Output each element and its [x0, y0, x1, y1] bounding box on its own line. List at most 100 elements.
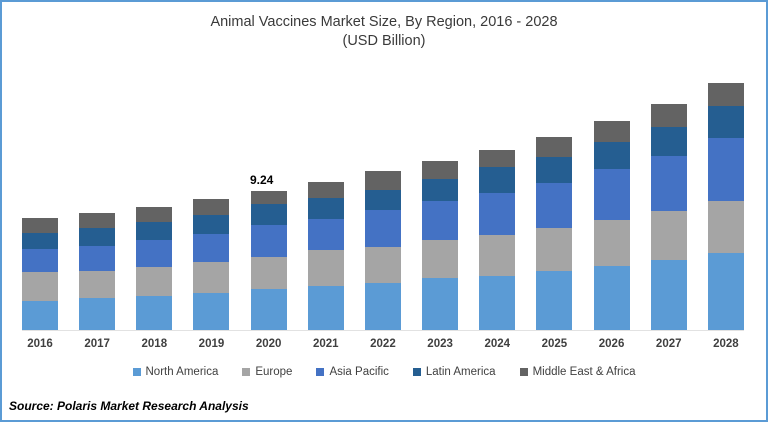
- bar-2016: [22, 218, 58, 330]
- bar-segment-europe: [479, 235, 516, 276]
- legend-item-middle-east-africa: Middle East & Africa: [519, 366, 636, 378]
- bar-segment-europe: [136, 267, 173, 297]
- bar-2018: [136, 206, 173, 330]
- bar-segment-north-america: [250, 288, 287, 330]
- bar-segment-asia-pacific: [22, 248, 58, 273]
- bar-segment-europe: [593, 220, 630, 267]
- bar-segment-latin-america: [307, 197, 344, 220]
- x-axis-label-2017: 2017: [84, 338, 110, 350]
- x-axis-label-2025: 2025: [541, 338, 568, 350]
- bar-segment-europe: [22, 272, 58, 301]
- bar-segment-latin-america: [536, 157, 573, 183]
- x-axis-label-2022: 2022: [370, 338, 396, 350]
- legend-label-asia-pacific: Asia Pacific: [329, 366, 389, 378]
- x-axis-label-2020: 2020: [255, 338, 282, 350]
- x-axis-labels: 2016 2017 2018 2019 2020 2021 2022 2023 2024 2025…: [22, 338, 744, 350]
- legend-label-middle-east-africa: Middle East & Africa: [532, 366, 636, 378]
- bar-segment-asia-pacific: [193, 234, 230, 263]
- bar-segment-asia-pacific: [707, 138, 744, 201]
- bar-segment-asia-pacific: [250, 225, 287, 258]
- bar-2022: [364, 171, 401, 330]
- bar-segment-north-america: [479, 275, 516, 330]
- bar-2020: 9.24: [250, 173, 287, 330]
- legend-label-europe: Europe: [255, 366, 293, 378]
- plot-area: 9.24: [22, 77, 744, 331]
- bar-segment-latin-america: [422, 178, 459, 202]
- bar-2027: [650, 103, 687, 330]
- bar-segment-asia-pacific: [136, 240, 173, 268]
- bar-segment-middle-east-africa: [650, 103, 687, 127]
- x-axis-label-2018: 2018: [141, 338, 168, 350]
- bar-2021: [307, 182, 344, 330]
- bar-segment-middle-east-africa: [364, 171, 401, 191]
- x-axis-label-2024: 2024: [484, 338, 511, 350]
- legend-label-north-america: North America: [145, 366, 219, 378]
- bar-2019: [193, 199, 230, 330]
- bar-segment-north-america: [593, 266, 630, 330]
- bar-segment-north-america: [536, 271, 573, 330]
- legend-marker-asia-pacific-icon: [316, 368, 325, 376]
- bar-segment-latin-america: [707, 105, 744, 139]
- chart-title: Animal Vaccines Market Size, By Region, …: [210, 14, 558, 30]
- x-axis-label-2027: 2027: [655, 338, 682, 350]
- bar-segment-north-america: [422, 278, 459, 330]
- bar-segment-europe: [536, 228, 573, 272]
- chart-subtitle: (USD Billion): [342, 33, 426, 49]
- bar-2023: [422, 160, 459, 330]
- bar-segment-europe: [307, 250, 344, 287]
- bar-segment-asia-pacific: [307, 219, 344, 251]
- bar-segment-europe: [707, 200, 744, 254]
- bar-2026: [593, 121, 630, 330]
- bar-segment-asia-pacific: [422, 201, 459, 241]
- x-axis-label-2026: 2026: [598, 338, 625, 350]
- bar-segment-middle-east-africa: [593, 121, 630, 142]
- bar-segment-middle-east-africa: [250, 190, 287, 205]
- bar-segment-europe: [193, 262, 230, 294]
- bar-segment-middle-east-africa: [79, 212, 116, 229]
- bar-segment-asia-pacific: [593, 169, 630, 221]
- bar-segment-latin-america: [593, 141, 630, 170]
- bar-segment-north-america: [650, 260, 687, 330]
- bar-segment-asia-pacific: [650, 155, 687, 211]
- x-axis-label-2028: 2028: [713, 338, 739, 350]
- legend-item-asia-pacific: Asia Pacific: [316, 366, 389, 378]
- bar-segment-middle-east-africa: [22, 218, 58, 233]
- bar-segment-latin-america: [79, 228, 116, 247]
- bar-segment-europe: [79, 270, 116, 298]
- bar-segment-latin-america: [193, 214, 230, 235]
- bar-segment-europe: [364, 247, 401, 283]
- bar-segment-north-america: [707, 253, 744, 330]
- bar-segment-north-america: [193, 293, 230, 330]
- bar-segment-asia-pacific: [79, 246, 116, 271]
- x-axis-label-2019: 2019: [198, 338, 225, 350]
- bar-segment-europe: [422, 240, 459, 279]
- chart-title-block: Animal Vaccines Market Size, By Region, …: [2, 12, 766, 51]
- bar-segment-latin-america: [22, 232, 58, 249]
- x-axis-label-2016: 2016: [27, 338, 53, 350]
- data-label-2020: 9.24: [249, 172, 274, 187]
- bar-2028: [707, 83, 744, 330]
- bar-segment-middle-east-africa: [136, 206, 173, 222]
- source-note: Source: Polaris Market Research Analysis: [9, 399, 249, 413]
- legend-item-europe: Europe: [242, 366, 292, 378]
- bar-segment-latin-america: [479, 167, 516, 194]
- bar-segment-north-america: [22, 300, 58, 330]
- x-axis-label-2023: 2023: [427, 338, 453, 350]
- bar-segment-north-america: [79, 298, 116, 330]
- bar-segment-north-america: [364, 282, 401, 330]
- legend-label-latin-america: Latin America: [425, 366, 496, 378]
- bar-segment-middle-east-africa: [536, 137, 573, 157]
- bar-segment-asia-pacific: [479, 193, 516, 236]
- bar-segment-middle-east-africa: [479, 150, 516, 168]
- bar-segment-middle-east-africa: [707, 83, 744, 106]
- bar-segment-asia-pacific: [536, 182, 573, 229]
- bar-segment-middle-east-africa: [422, 160, 459, 179]
- legend-marker-europe-icon: [242, 368, 251, 376]
- legend-marker-north-america-icon: [132, 368, 141, 376]
- bar-segment-latin-america: [364, 190, 401, 211]
- bar-segment-north-america: [307, 286, 344, 330]
- bar-2025: [536, 137, 573, 330]
- bar-segment-latin-america: [136, 221, 173, 241]
- bar-segment-europe: [650, 210, 687, 261]
